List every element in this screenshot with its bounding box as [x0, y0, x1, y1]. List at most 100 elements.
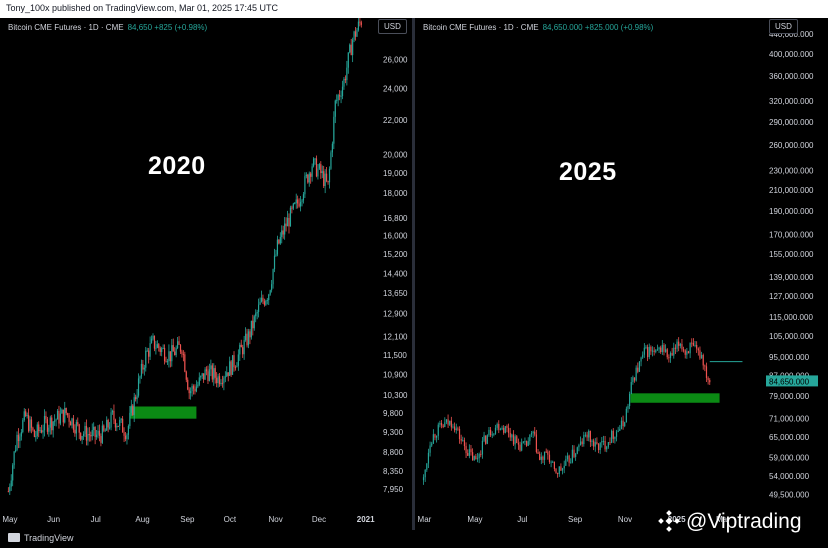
candle-body [117, 425, 119, 427]
candle-body [437, 424, 439, 436]
candle-body [223, 377, 225, 384]
candle-body [52, 421, 54, 431]
candle-body [258, 304, 260, 312]
candle-body [10, 480, 12, 487]
candle-body [445, 419, 448, 423]
candle-body [539, 453, 541, 460]
candle-body [480, 454, 482, 456]
tradingview-logo[interactable]: TradingView [8, 533, 74, 543]
candle-body [210, 365, 212, 370]
chart-panel-2025[interactable]: 440,000.000 400,000.000 360,000.000 320,000… [415, 18, 828, 528]
candle-body [152, 335, 154, 339]
chart-legend: Bitcoin CME Futures · 1D · CME 84,650 +82… [8, 23, 207, 32]
x-tick-label: Dec [312, 515, 326, 524]
candle-body [9, 486, 11, 492]
candle-body [622, 420, 624, 427]
candle-body [143, 367, 145, 370]
candlestick-chart-2025[interactable]: 440,000.000 400,000.000 360,000.000 320,000… [415, 18, 828, 528]
candle-body [78, 424, 80, 433]
symbol-name: Bitcoin CME Futures · 1D · CME [423, 23, 539, 32]
candle-body [615, 431, 618, 437]
y-tick-label: 24,000 [383, 85, 408, 94]
watermark-text: @Viptrading [686, 510, 802, 533]
candle-body [584, 434, 587, 436]
y-tick-label: 190,000.000 [769, 207, 814, 216]
candle-body [110, 412, 112, 428]
candle-body [187, 379, 189, 390]
candle-body [709, 380, 711, 383]
candle-body [182, 353, 184, 355]
candle-body [449, 420, 451, 425]
candle-body [203, 373, 205, 380]
candle-body [347, 52, 349, 68]
candle-body [571, 449, 573, 463]
candle-body [476, 458, 479, 460]
y-tick-label: 10,300 [383, 391, 408, 400]
candle-body [527, 441, 529, 446]
candle-body [85, 425, 88, 441]
candle-body [262, 297, 264, 302]
candle-body [343, 78, 345, 87]
candle-body [609, 442, 611, 444]
candle-body [331, 143, 333, 153]
candle-body [494, 427, 497, 434]
candle-body [638, 361, 641, 372]
candle-body [176, 341, 179, 349]
candle-body [467, 453, 469, 456]
chart-panel-2020[interactable]: 26,000 24,000 22,000 20,000 19,000 18,000 16,8… [0, 18, 412, 528]
candle-body [633, 377, 636, 381]
candle-body [137, 378, 140, 396]
candle-body [489, 429, 492, 436]
currency-button[interactable]: USD [769, 19, 798, 34]
candle-body [485, 435, 487, 444]
y-tick-label: 440,000.000 [769, 30, 814, 39]
candle-body [233, 355, 235, 368]
candle-body [624, 422, 626, 427]
candle-body [159, 348, 161, 353]
candle-body [478, 454, 480, 459]
candle-body [29, 419, 31, 431]
candle-body [681, 343, 683, 350]
candle-body [324, 173, 326, 187]
candle-body [525, 441, 528, 446]
y-tick-label: 360,000.000 [769, 72, 814, 81]
y-tick-label: 49,500.000 [769, 491, 810, 500]
candle-body [226, 372, 228, 377]
candle-body [607, 442, 609, 447]
candle-body [586, 434, 588, 438]
candle-body [327, 180, 329, 183]
candle-body [101, 425, 103, 443]
x-tick-label: Mar [418, 515, 432, 524]
candle-body [156, 344, 158, 348]
candle-body [470, 449, 472, 453]
candle-body [611, 430, 613, 443]
candle-body [64, 407, 66, 423]
candle-body [439, 422, 441, 425]
candle-body [462, 440, 464, 442]
candle-body [705, 366, 708, 378]
candle-body [14, 450, 17, 452]
candle-body [561, 468, 564, 471]
y-tick-label: 105,000.000 [769, 332, 814, 341]
candle-body [588, 430, 590, 438]
candle-body [171, 345, 173, 362]
y-tick-label: 260,000.000 [769, 141, 814, 150]
candle-body [249, 331, 251, 338]
candle-body [220, 382, 222, 385]
candle-body [289, 207, 292, 227]
y-tick-label: 8,350 [383, 467, 404, 476]
candle-body [94, 426, 96, 438]
candle-body [227, 372, 229, 376]
candle-body [643, 347, 645, 355]
currency-button[interactable]: USD [378, 19, 407, 34]
y-tick-label: 22,000 [383, 116, 408, 125]
tradingview-logo-icon [8, 533, 20, 542]
candle-body [172, 345, 174, 352]
candle-body [30, 419, 33, 428]
candle-body [349, 44, 351, 53]
candle-body [178, 341, 180, 345]
candle-body [113, 410, 115, 420]
panel-divider[interactable] [412, 18, 415, 530]
candlestick-chart-2020[interactable]: 26,000 24,000 22,000 20,000 19,000 18,000 16,8… [0, 18, 412, 528]
candle-body [499, 429, 502, 431]
